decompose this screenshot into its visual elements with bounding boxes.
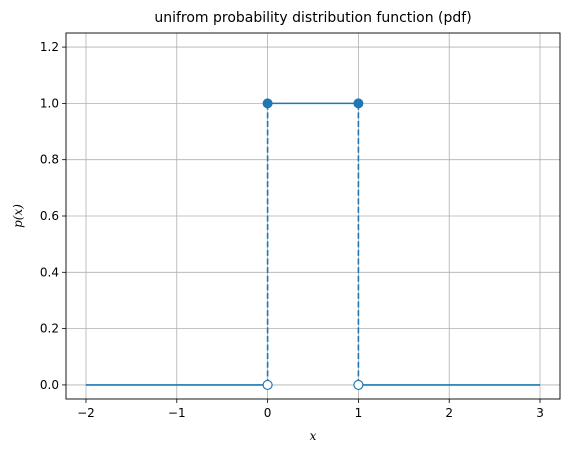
chart-title: unifrom probability distribution functio… — [154, 10, 471, 26]
y-tick-label: 0.0 — [40, 378, 59, 392]
open-point — [353, 379, 364, 391]
y-tick-label: 0.2 — [40, 322, 59, 336]
y-tick-label: 0.4 — [40, 265, 59, 279]
x-tick-label: −1 — [168, 406, 186, 420]
series — [85, 102, 541, 386]
y-tick-label: 0.6 — [40, 209, 59, 223]
open-point — [262, 379, 273, 391]
y-axis-ticks: 0.0 0.2 0.4 0.6 0.8 1.0 1.2 — [40, 40, 66, 392]
x-tick-label: 3 — [536, 406, 544, 420]
filled-point — [262, 98, 273, 109]
y-tick-label: 1.2 — [40, 40, 59, 54]
y-tick-label: 1.0 — [40, 96, 59, 110]
x-axis-label: x — [310, 429, 317, 443]
x-axis-ticks: −2 −1 0 1 2 3 — [77, 399, 544, 420]
markers — [262, 98, 364, 391]
x-tick-label: 1 — [355, 406, 363, 420]
filled-point — [353, 98, 364, 109]
y-tick-label: 0.8 — [40, 153, 59, 167]
x-tick-label: 2 — [445, 406, 453, 420]
y-axis-label: p(x) — [11, 204, 25, 228]
x-tick-label: 0 — [264, 406, 272, 420]
x-tick-label: −2 — [77, 406, 95, 420]
